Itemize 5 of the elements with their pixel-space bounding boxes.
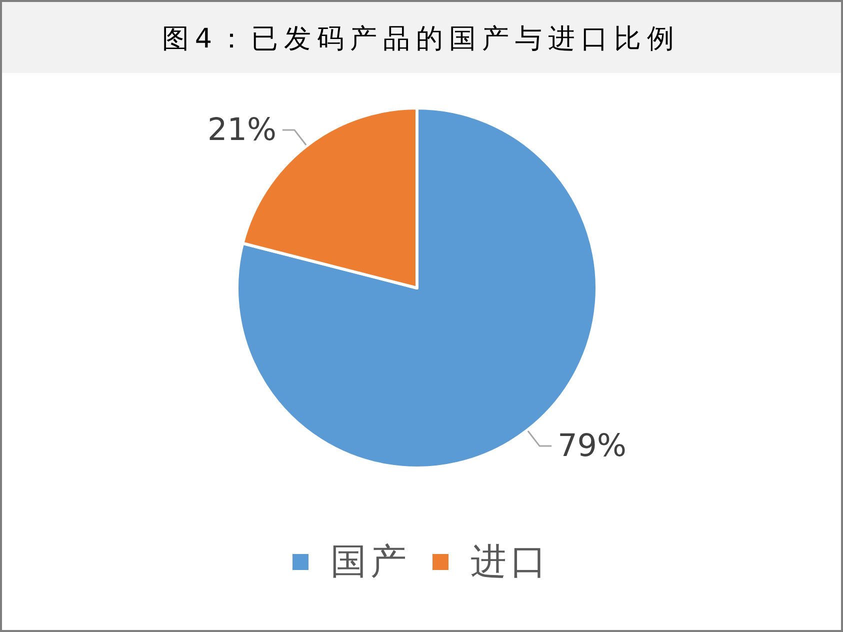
data-label: 21% [208,112,276,148]
chart-title: 图4：已发码产品的国产与进口比例 [162,24,680,54]
legend-label: 进口 [470,542,550,582]
legend-label: 国产 [330,542,410,582]
data-label: 79% [558,428,626,464]
